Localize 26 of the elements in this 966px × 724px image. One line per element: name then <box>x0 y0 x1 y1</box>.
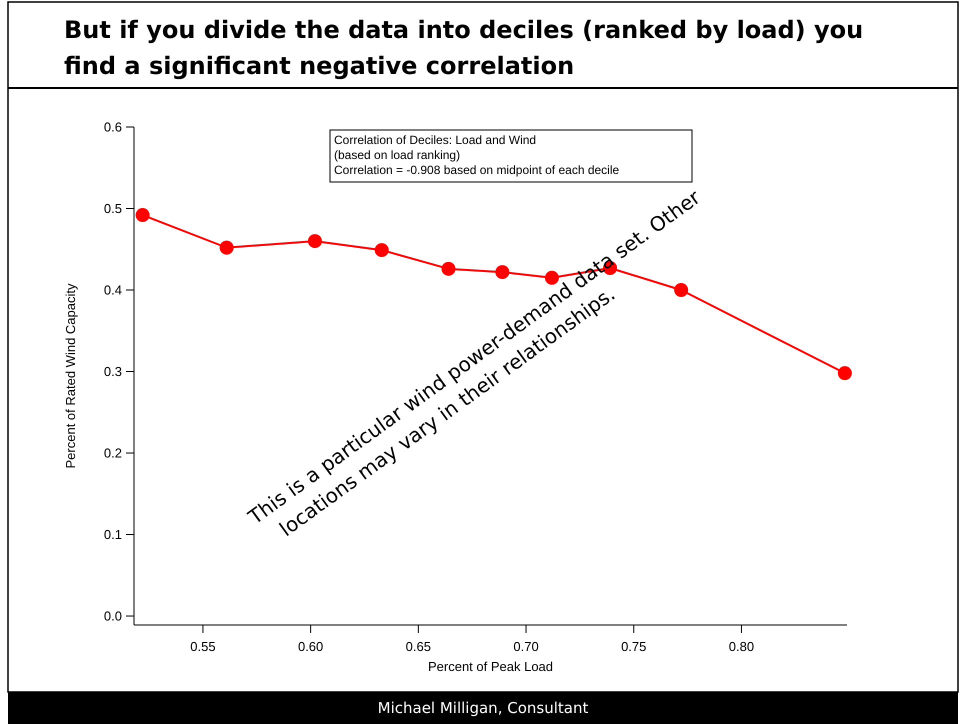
y-tick-label: 0.4 <box>104 282 122 298</box>
x-tick-label: 0.65 <box>406 639 431 654</box>
y-tick-label: 0.6 <box>104 120 122 135</box>
point <box>220 240 234 255</box>
y-tick-label: 0.0 <box>104 608 122 624</box>
x-tick-label: 0.60 <box>298 639 324 654</box>
annotation: Correlation of Deciles: Load and Wind (based on load ranking) Correlation = -0.908 based on midpoint of each decile <box>334 133 620 177</box>
x-tick-label: 0.70 <box>513 639 539 654</box>
point <box>674 283 688 298</box>
x-tick-label: 0.75 <box>621 639 646 654</box>
y-tick-label: 0.3 <box>104 364 122 380</box>
y-tick-label: 0.2 <box>104 446 122 461</box>
point <box>308 234 322 248</box>
x-axis-title: Percent of Peak Load <box>428 659 554 674</box>
point <box>838 366 852 380</box>
point <box>374 243 389 258</box>
y-tick-label: 0.5 <box>104 201 122 216</box>
x-tick-label: 0.80 <box>728 639 754 654</box>
point <box>495 265 510 280</box>
point <box>441 262 456 276</box>
text: Michael Milligan, Consultant <box>378 699 588 717</box>
chart-title: But if you divide the data into deciles (ranked by load) you find a significant negative correlation <box>64 16 864 80</box>
point <box>136 208 150 222</box>
y-axis-title: Percent of Rated Wind Capacity <box>63 283 78 468</box>
y-tick-label: 0.1 <box>104 527 122 542</box>
x-tick-label: 0.55 <box>190 639 216 654</box>
